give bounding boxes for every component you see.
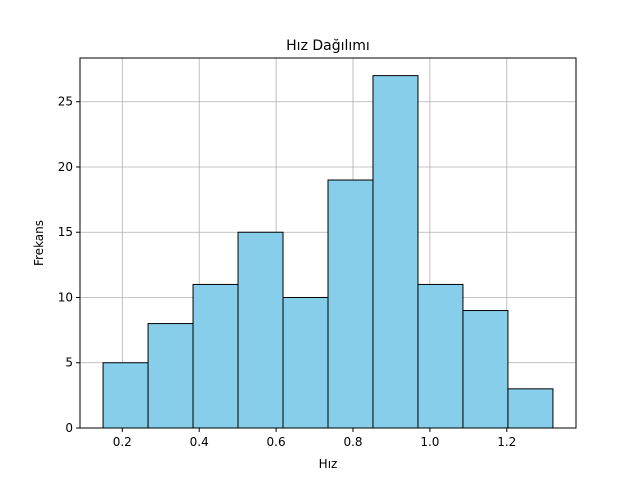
histogram-bar-9 <box>507 388 554 429</box>
x-tick-label-4: 1.0 <box>420 435 439 449</box>
y-axis-label: Frekans <box>32 220 46 266</box>
x-axis-label: Hız <box>319 457 338 471</box>
histogram-bar-1 <box>147 323 194 429</box>
bars <box>102 75 554 429</box>
histogram-bar-0 <box>102 362 149 429</box>
x-tick-label-1: 0.4 <box>190 435 209 449</box>
histogram-bar-5 <box>327 179 374 429</box>
y-tick-label-0: 0 <box>65 421 73 435</box>
histogram-bar-2 <box>192 283 239 429</box>
histogram-bar-8 <box>462 310 509 429</box>
y-tick-label-5: 25 <box>58 95 73 109</box>
x-tick-label-2: 0.6 <box>267 435 286 449</box>
x-tick-label-0: 0.2 <box>113 435 132 449</box>
x-tick-label-5: 1.2 <box>497 435 516 449</box>
y-tick-label-4: 20 <box>58 160 73 174</box>
ticks: 0.2 0.4 0.6 0.8 1.0 1.2 0 5 10 15 20 25 <box>58 95 517 449</box>
plot-frame <box>79 57 577 429</box>
histogram-bar-3 <box>237 231 284 429</box>
y-tick-label-2: 10 <box>58 290 73 304</box>
chart-title: Hız Dağılımı <box>286 38 370 54</box>
x-tick-label-3: 0.8 <box>343 435 362 449</box>
histogram-bar-7 <box>417 283 464 429</box>
y-tick-label-1: 5 <box>65 356 73 370</box>
histogram-bar-6 <box>372 75 419 429</box>
histogram-bar-4 <box>282 296 329 429</box>
y-tick-label-3: 15 <box>58 225 73 239</box>
